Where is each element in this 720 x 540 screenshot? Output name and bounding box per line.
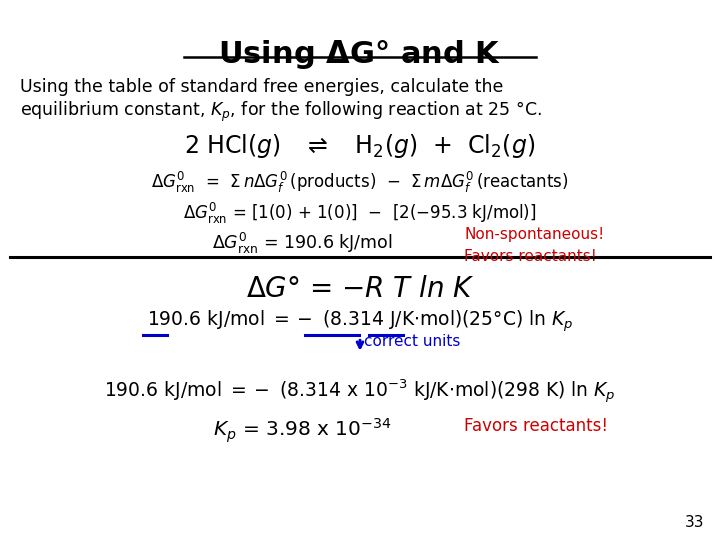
Text: 190.6 kJ/mol $= -$ (8.314 x 10$^{-3}$ kJ/K$\cdot$mol)(298 K) ln $K_p$: 190.6 kJ/mol $= -$ (8.314 x 10$^{-3}$ kJ… [104, 378, 616, 406]
Text: $\mathit{K_p}$ = 3.98 x 10$^{-34}$: $\mathit{K_p}$ = 3.98 x 10$^{-34}$ [213, 417, 392, 445]
Text: 33: 33 [685, 515, 704, 530]
Text: $\Delta G^0_{\mathrm{rxn}}$ = 190.6 kJ/mol: $\Delta G^0_{\mathrm{rxn}}$ = 190.6 kJ/m… [212, 231, 392, 256]
Text: equilibrium constant, $\mathit{K_p}$, for the following reaction at 25 °C.: equilibrium constant, $\mathit{K_p}$, fo… [20, 100, 542, 124]
Text: Using $\mathbf{\Delta G°}$ and K: Using $\mathbf{\Delta G°}$ and K [218, 38, 502, 71]
Text: 190.6 kJ/mol $= -$ (8.314 J/K$\cdot$mol)(25°C) ln $K_p$: 190.6 kJ/mol $= -$ (8.314 J/K$\cdot$mol)… [147, 309, 573, 334]
Text: 2 HCl$(g)$   $\rightleftharpoons$   H$_2$$(g)$  +  Cl$_2$$(g)$: 2 HCl$(g)$ $\rightleftharpoons$ H$_2$$(g… [184, 132, 536, 160]
Text: Favors reactants!: Favors reactants! [464, 417, 608, 435]
Text: $\Delta G^0_{\mathrm{rxn}}$ = [1(0) + 1(0)]  $-$  [2($-$95.3 kJ/mol)]: $\Delta G^0_{\mathrm{rxn}}$ = [1(0) + 1(… [183, 201, 537, 226]
Text: correct units: correct units [364, 334, 460, 349]
Text: $\Delta G°$ = $-$R T ln K: $\Delta G°$ = $-$R T ln K [246, 275, 474, 303]
Text: Using the table of standard free energies, calculate the: Using the table of standard free energie… [20, 78, 503, 96]
Text: $\Delta G^0_{\mathrm{rxn}}$  =  $\Sigma\, n\Delta G^0_f\,$(products)  $-$  $\Sig: $\Delta G^0_{\mathrm{rxn}}$ = $\Sigma\, … [151, 170, 569, 195]
Text: Non-spontaneous!
Favors reactants!: Non-spontaneous! Favors reactants! [464, 227, 605, 264]
